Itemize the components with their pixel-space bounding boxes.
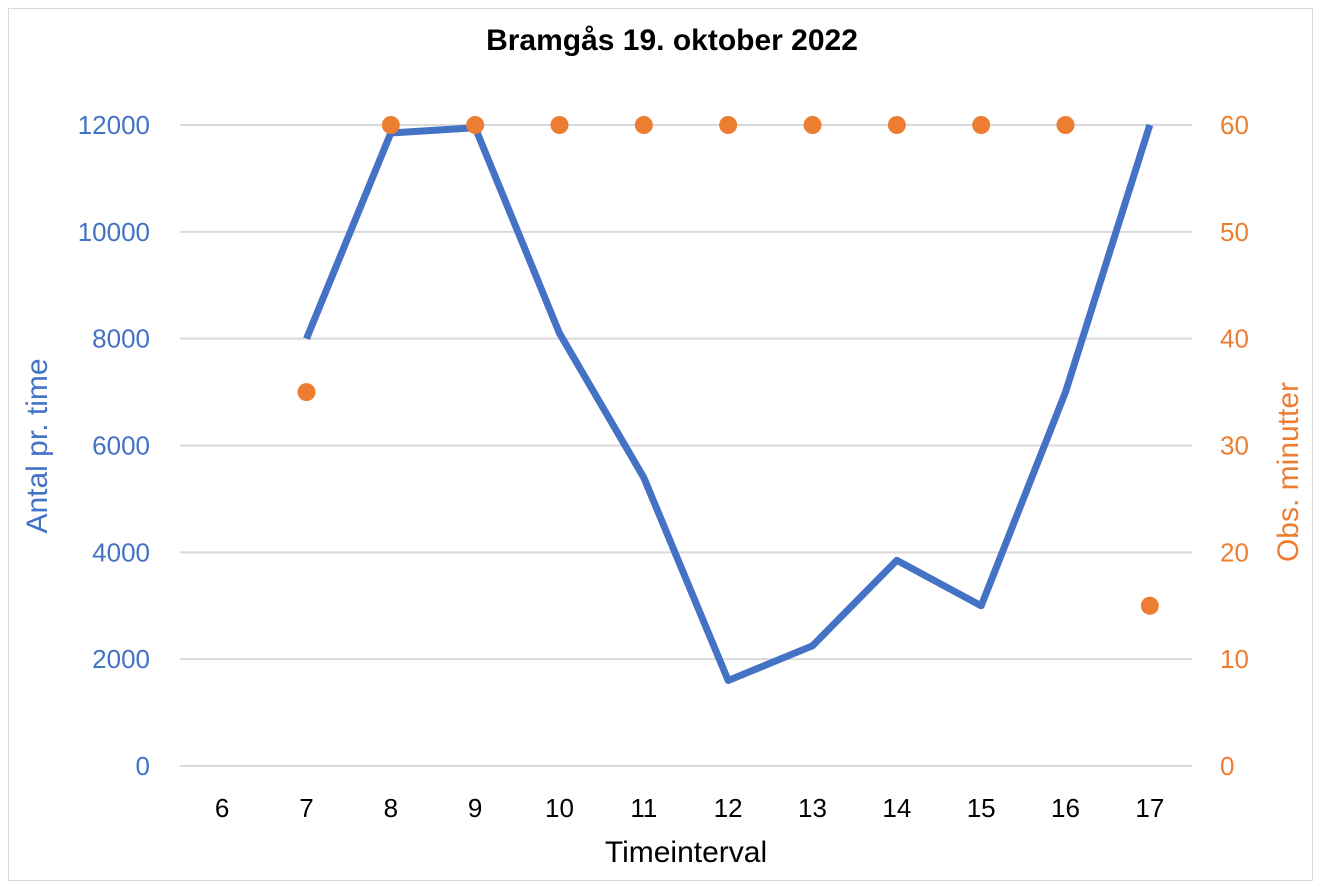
- right-axis-tick-label: 40: [1220, 324, 1249, 354]
- left-axis-tick-label: 6000: [92, 431, 150, 461]
- left-axis-tick-label: 10000: [78, 217, 150, 247]
- right-axis-ticks: 0 10 20 30 40 50 60: [1220, 110, 1249, 781]
- left-axis-ticks: 0 2000 4000 6000 8000 10000 12000: [78, 110, 150, 781]
- y-axis-title-left: Antal pr. time: [21, 358, 54, 533]
- x-axis-tick-label: 15: [967, 793, 996, 823]
- left-axis-tick-label: 8000: [92, 324, 150, 354]
- series-marker: [972, 116, 991, 134]
- y-axis-title-right: Obs. minutter: [1272, 382, 1305, 562]
- series-marker: [634, 116, 653, 134]
- x-axis-tick-label: 14: [882, 793, 911, 823]
- right-axis-tick-label: 10: [1220, 644, 1249, 674]
- x-axis-tick-label: 7: [299, 793, 313, 823]
- left-axis-tick-label: 4000: [92, 537, 150, 567]
- x-axis-tick-label: 11: [630, 793, 657, 823]
- x-axis-tick-label: 12: [714, 793, 743, 823]
- series-marker: [719, 116, 738, 134]
- right-axis-tick-label: 30: [1220, 431, 1249, 461]
- series-marker: [381, 116, 400, 134]
- x-axis-tick-label: 13: [798, 793, 827, 823]
- series-marker: [297, 383, 316, 402]
- left-axis-tick-label: 2000: [92, 644, 150, 674]
- x-axis-ticks: 6 7 8 9 10 11 12 13 14 15 16 17: [215, 793, 1164, 823]
- series-marker: [550, 116, 569, 134]
- series-line-group: [303, 123, 1154, 684]
- x-axis-tick-label: 16: [1051, 793, 1080, 823]
- x-axis-tick-label: 9: [468, 793, 482, 823]
- right-axis-tick-label: 60: [1220, 110, 1249, 140]
- left-axis-tick-label: 12000: [78, 110, 150, 140]
- left-axis-tick-label: 0: [136, 751, 150, 781]
- x-axis-tick-label: 17: [1135, 793, 1164, 823]
- x-axis-title: Timeinterval: [605, 836, 767, 869]
- series-marker: [803, 116, 822, 134]
- x-axis-tick-label: 6: [215, 793, 229, 823]
- series-marker: [1056, 116, 1075, 134]
- series-marker: [1140, 596, 1159, 615]
- right-axis-tick-label: 0: [1220, 751, 1234, 781]
- x-axis-tick-label: 10: [545, 793, 574, 823]
- series-marker: [887, 116, 906, 134]
- x-axis-tick-label: 8: [384, 793, 398, 823]
- gridlines: [180, 124, 1192, 767]
- series-line: [303, 123, 1154, 684]
- chart-title: Bramgås 19. oktober 2022: [486, 24, 858, 57]
- series-marker: [466, 116, 485, 134]
- series-markers-group: [297, 116, 1159, 615]
- right-axis-tick-label: 50: [1220, 217, 1249, 247]
- right-axis-tick-label: 20: [1220, 537, 1249, 567]
